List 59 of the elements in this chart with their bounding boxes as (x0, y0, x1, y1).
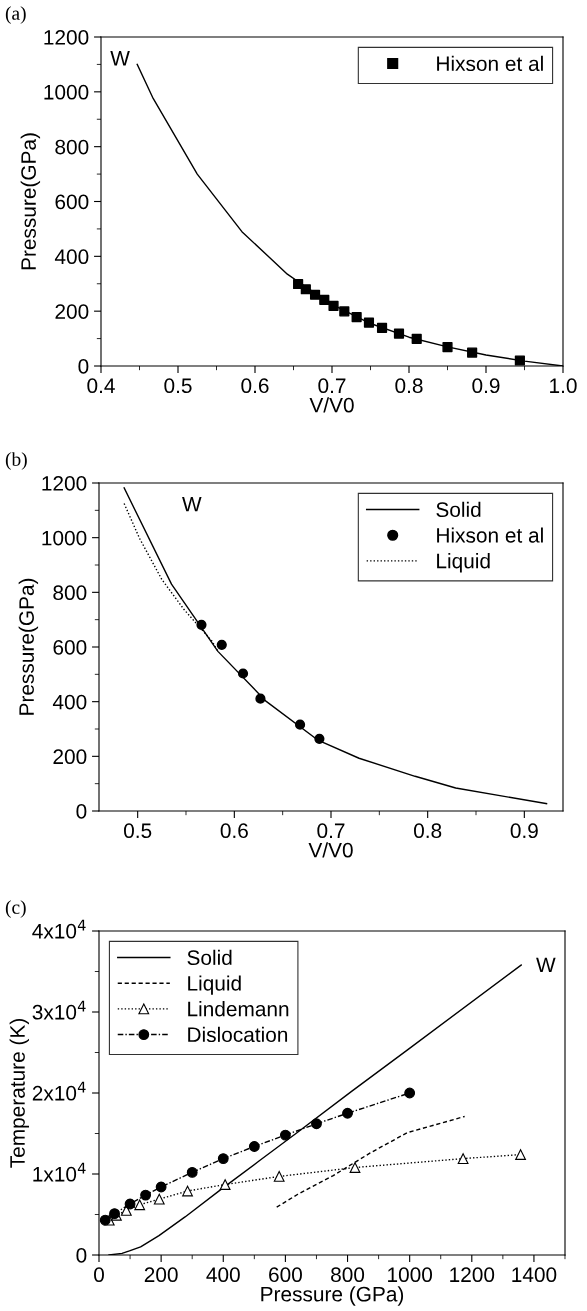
annotation: W (536, 957, 556, 973)
x-tick-label: 1200 (450, 1267, 495, 1283)
x-tick-label: 0.9 (472, 378, 500, 394)
y-tick-label: 800 (53, 585, 87, 601)
text: (a) (5, 6, 26, 24)
y-tick-label: 1x10$^{4}$ (33, 1162, 86, 1182)
x-tick-label: 800 (331, 1267, 365, 1283)
x-tick-label: 0.5 (164, 378, 192, 394)
y-axis-title: Temperature (K) (9, 1019, 29, 1168)
x-tick-label: 0.6 (241, 378, 269, 394)
text: (b) (5, 452, 27, 470)
x-tick-label: 0.4 (87, 378, 115, 394)
y-tick-label: 600 (55, 194, 89, 210)
y-tick-label: 200 (55, 304, 89, 319)
x-tick-label: 0.5 (124, 823, 152, 839)
x-tick-label: 600 (269, 1267, 302, 1283)
legend-label: Liquid (437, 553, 490, 573)
x-tick-label: 1.0 (550, 378, 577, 394)
legend-label: Liquid (188, 975, 241, 995)
y-tick-label: 3x10$^{4}$ (32, 1000, 86, 1020)
y-tick-label: 400 (54, 249, 89, 265)
x-axis-title: V/V0 (309, 397, 354, 413)
x-tick-label: 0.8 (414, 823, 442, 839)
y-tick-label: 0 (78, 359, 89, 374)
legend-label: Lindemann (188, 1001, 289, 1017)
x-tick-label: 1400 (512, 1267, 557, 1283)
legend-label: Hixson et al (437, 527, 543, 543)
x-tick-label: 0.6 (220, 823, 248, 839)
x-axis-title: Pressure (GPa) (261, 1286, 404, 1306)
y-tick-label: 0 (76, 1248, 87, 1263)
x-axis-title: V/V0 (308, 842, 353, 858)
x-tick-label: 0 (94, 1267, 104, 1283)
legend-label: Solid (187, 949, 232, 966)
y-tick-label: 4x10$^{4}$ (32, 919, 86, 939)
x-tick-label: 200 (144, 1267, 178, 1283)
text: (c) (5, 900, 26, 918)
legend-label: Solid (436, 501, 481, 518)
y-tick-label: 1000 (42, 530, 87, 546)
y-tick-label: 0 (76, 804, 87, 819)
x-tick-label: 400 (206, 1267, 240, 1283)
y-tick-label: 400 (52, 694, 87, 710)
x-tick-label: 1000 (388, 1267, 433, 1283)
annotation: W (182, 497, 202, 512)
y-tick-label: 200 (53, 749, 87, 765)
y-tick-label: 1200 (42, 476, 87, 491)
y-tick-label: 2x10$^{4}$ (32, 1081, 86, 1101)
x-tick-label: 0.9 (510, 823, 538, 839)
legend-label: Dislocation (188, 1026, 288, 1043)
x-tick-label: 0.7 (317, 823, 345, 839)
x-tick-label: 0.8 (395, 378, 423, 394)
y-tick-label: 800 (55, 139, 89, 155)
legend-label: Hixson et al (437, 55, 543, 72)
y-axis-title: Pressure(GPa) (18, 578, 39, 715)
annotation: W (110, 51, 130, 66)
y-tick-label: 1200 (44, 30, 89, 45)
x-tick-label: 0.7 (318, 378, 346, 394)
y-tick-label: 1000 (44, 84, 89, 100)
y-axis-title: Pressure(GPa) (20, 133, 41, 270)
y-tick-label: 600 (53, 640, 87, 655)
